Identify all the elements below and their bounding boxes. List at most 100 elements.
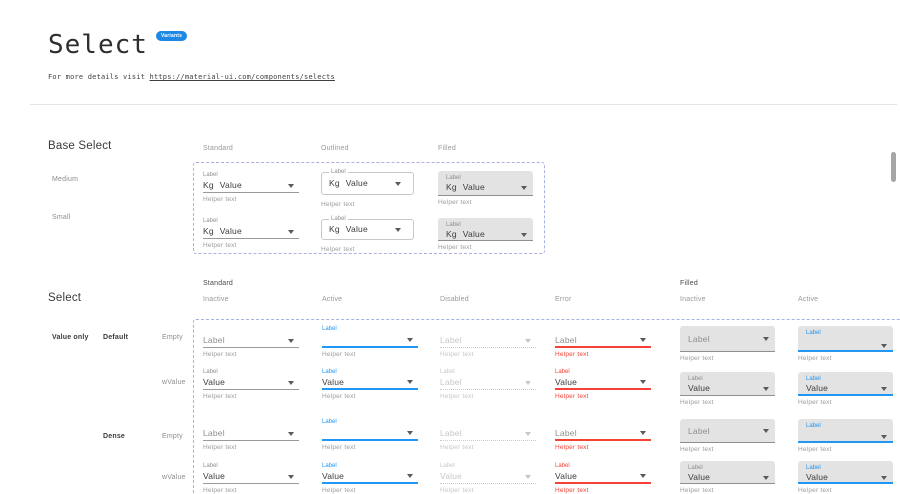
select-value-text: Value: [688, 472, 710, 483]
select-dense-filled-active-empty[interactable]: Label Helper text: [798, 419, 893, 454]
select-standard-disabled-empty[interactable]: Label Helper text: [440, 334, 536, 359]
select-value-text: Label: [555, 335, 577, 346]
helper-text: Helper text: [555, 351, 589, 358]
select-value-row: Value: [203, 470, 299, 484]
select-value-text: Value: [322, 377, 344, 388]
material-ui-link[interactable]: https://material-ui.com/components/selec…: [149, 73, 335, 81]
select-value-text: Value: [555, 377, 577, 388]
row-group-default: Default: [103, 334, 129, 341]
select-value: Label: [555, 334, 577, 345]
select-dense-filled-inactive-empty[interactable]: Label Helper text: [680, 419, 775, 454]
select-standard-error-wvalue[interactable]: Label Value Helper text: [555, 368, 651, 401]
select-filled-active-wvalue[interactable]: Label Value Helper text: [798, 372, 893, 407]
dropdown-arrow-icon: [395, 227, 401, 232]
select-label: Label: [806, 330, 821, 336]
dropdown-arrow-icon: [288, 229, 294, 234]
helper-text: Helper text: [203, 444, 237, 451]
dropdown-arrow-icon: [407, 474, 413, 478]
select-label: Label: [322, 326, 337, 332]
select-dense-standard-active-empty[interactable]: Label Helper text: [322, 419, 418, 452]
select-value-text: Value: [806, 472, 828, 483]
unit-prefix: Kg: [329, 224, 340, 234]
base-select-filled-small[interactable]: Label Kg Value Helper text: [438, 218, 533, 252]
select-dense-standard-active-wvalue[interactable]: Label Value Helper text: [322, 462, 418, 494]
select-value: Value: [322, 376, 345, 387]
select-value-row: Label: [203, 427, 299, 441]
select-filled-inactive-wvalue[interactable]: Label Value Helper text: [680, 372, 775, 407]
dropdown-arrow-icon: [521, 185, 527, 190]
helper-text: Helper text: [555, 487, 589, 494]
variants-badge: Variants: [156, 31, 188, 41]
select-value-row: Value: [322, 376, 418, 390]
select-dense-filled-inactive-wvalue[interactable]: Label Value Helper text: [680, 461, 775, 494]
helper-text: Helper text: [680, 487, 714, 494]
select-value-row: Kg Value: [446, 182, 532, 193]
select-value-row: Value: [555, 376, 651, 390]
base-select-standard-small[interactable]: Label Kg Value Helper text: [203, 217, 299, 250]
dropdown-arrow-icon: [525, 338, 531, 343]
unit-prefix: Kg: [203, 180, 214, 190]
select-value-row: Label: [440, 334, 536, 348]
base-select-standard-medium[interactable]: Label Kg Value Helper text: [203, 171, 299, 204]
dropdown-arrow-icon: [407, 431, 413, 435]
filled-box: Label Kg Value: [438, 171, 533, 196]
select-value-text: [806, 437, 807, 438]
dropdown-arrow-icon: [640, 338, 646, 342]
select-value-text: Label: [440, 428, 462, 439]
select-value-text: Label: [440, 377, 462, 388]
select-value-text: Value: [806, 383, 828, 394]
helper-text: Helper text: [322, 487, 356, 494]
row-dense-wvalue: wValue: [162, 474, 186, 481]
select-standard-active-wvalue[interactable]: Label Value Helper text: [322, 368, 418, 401]
filled-box: Label Kg Value: [438, 218, 533, 241]
select-filled-active-empty[interactable]: Label Helper text: [798, 326, 893, 363]
base-column-outlined: Outlined: [321, 145, 349, 152]
select-standard-disabled-wvalue[interactable]: Label Label Helper text: [440, 368, 536, 401]
dropdown-arrow-icon: [525, 474, 531, 479]
base-select-filled-medium[interactable]: Label Kg Value Helper text: [438, 171, 533, 207]
select-dense-standard-error-wvalue[interactable]: Label Value Helper text: [555, 462, 651, 494]
base-select-outlined-medium[interactable]: Label Kg Value Helper text: [321, 169, 414, 209]
dropdown-arrow-icon: [881, 344, 887, 348]
select-dense-standard-disabled-wvalue[interactable]: Label Value Helper text: [440, 462, 536, 494]
select-standard-active-empty[interactable]: Label Helper text: [322, 326, 418, 359]
select-value: Label: [688, 333, 710, 344]
select-value-row: [806, 435, 892, 439]
select-dense-standard-error-empty[interactable]: Label Helper text: [555, 427, 651, 452]
select-value: Value: [555, 470, 578, 481]
dropdown-arrow-icon: [640, 474, 646, 478]
select-value-row: Label: [203, 334, 299, 348]
scrollbar-thumb[interactable]: [891, 152, 896, 182]
helper-text: Helper text: [440, 444, 474, 451]
select-value-row: Label: [440, 427, 536, 441]
select-label: Label: [806, 465, 821, 471]
select-standard-error-empty[interactable]: Label Helper text: [555, 334, 651, 359]
column-filled-active: Active: [798, 296, 819, 303]
select-value-text: Kg Value: [203, 180, 242, 191]
select-value-row: Label: [688, 426, 774, 437]
select-standard-inactive-empty[interactable]: Label Helper text: [203, 334, 299, 359]
select-value: Value: [806, 383, 829, 393]
select-dense-standard-disabled-empty[interactable]: Label Helper text: [440, 427, 536, 452]
base-select-outlined-small[interactable]: Label Kg Value Helper text: [321, 216, 414, 254]
filled-box: Label Value: [798, 461, 893, 484]
helper-text: Helper text: [440, 351, 474, 358]
select-standard-inactive-wvalue[interactable]: Label Value Helper text: [203, 368, 299, 401]
dropdown-arrow-icon: [407, 338, 413, 342]
helper-text: Helper text: [203, 487, 237, 494]
select-value: Value: [203, 377, 226, 387]
select-dense-standard-inactive-empty[interactable]: Label Helper text: [203, 427, 299, 452]
select-value-row: [322, 334, 418, 348]
select-dense-standard-inactive-wvalue[interactable]: Label Value Helper text: [203, 462, 299, 494]
outlined-box: Label Kg Value: [321, 169, 414, 195]
dropdown-arrow-icon: [525, 431, 531, 436]
dropdown-arrow-icon: [763, 475, 769, 480]
select-filled-inactive-empty[interactable]: Label Helper text: [680, 326, 775, 363]
page-title: Select: [48, 30, 148, 60]
details-prefix: For more details visit: [48, 73, 150, 81]
select-dense-filled-active-wvalue[interactable]: Label Value Helper text: [798, 461, 893, 494]
select-value: Value: [462, 182, 485, 192]
helper-text: Helper text: [440, 393, 474, 400]
dropdown-arrow-icon: [763, 386, 769, 391]
